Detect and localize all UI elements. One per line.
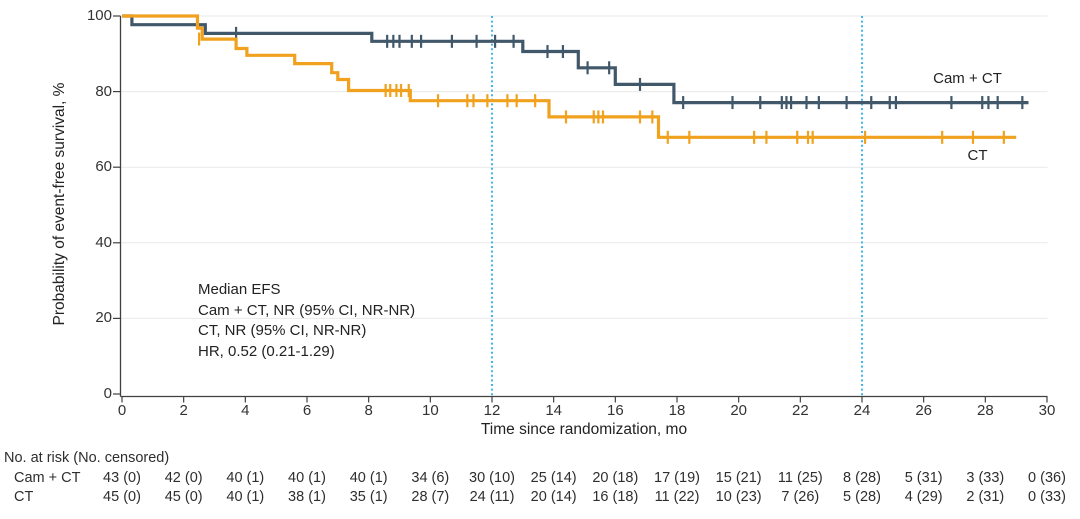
risk-cell: 10 (23) (715, 489, 762, 505)
risk-cell: 8 (28) (843, 470, 881, 486)
x-tick-label: 12 (483, 402, 501, 419)
risk-cell: 4 (29) (904, 489, 943, 505)
y-tick-label: 0 (103, 385, 112, 402)
risk-cell: 5 (31) (904, 470, 943, 486)
km-curve-ct (122, 14, 1017, 139)
risk-cell: 40 (1) (349, 470, 388, 486)
risk-cell: 17 (19) (654, 470, 700, 486)
annotation-line-hr: HR, 0.52 (0.21-1.29) (198, 342, 335, 360)
risk-cell: 28 (7) (411, 489, 450, 505)
risk-cell: 42 (0) (164, 470, 203, 486)
risk-row-label: CT (14, 489, 34, 505)
risk-cell: 30 (10) (469, 470, 515, 486)
risk-cell: 7 (26) (781, 489, 820, 505)
risk-cell: 15 (21) (715, 470, 762, 486)
x-tick-label: 14 (545, 402, 562, 419)
median-efs-annotation: Median EFS Cam + CT, NR (95% CI, NR-NR) … (198, 280, 415, 362)
risk-cell: 20 (18) (592, 470, 639, 486)
series-label-cam-ct: Cam + CT (933, 70, 1002, 87)
x-tick-label: 24 (853, 402, 871, 419)
risk-cell: 40 (1) (226, 470, 265, 486)
x-tick-label: 22 (791, 402, 809, 419)
risk-table-header: No. at risk (No. censored) (4, 450, 170, 466)
x-tick-label: 10 (421, 402, 439, 419)
risk-cell: 43 (0) (103, 470, 141, 486)
risk-cell: 11 (25) (777, 470, 823, 486)
risk-row-cam-ct: Cam + CT 43 (0) 42 (0) 40 (1) 40 (1) 40 (1) 3… (0, 470, 1080, 488)
x-tick-label: 28 (976, 402, 994, 419)
y-axis-label: Probability of event-free survival, % (51, 82, 68, 326)
risk-cell: 24 (11) (469, 489, 515, 505)
risk-cell: 11 (22) (654, 489, 700, 505)
x-tick-label: 18 (668, 402, 686, 419)
annotation-line-cam-ct: Cam + CT, NR (95% CI, NR-NR) (198, 301, 416, 319)
y-tick-label: 100 (86, 7, 112, 24)
risk-cell: 45 (0) (164, 489, 203, 505)
y-tick-label: 20 (95, 309, 112, 327)
risk-cell: 34 (6) (411, 470, 450, 486)
y-tick-label: 40 (95, 233, 112, 251)
x-tick-label: 30 (1038, 402, 1056, 419)
x-tick-label: 16 (606, 402, 624, 419)
risk-cell: 0 (33) (1028, 489, 1066, 505)
y-tick-label: 80 (95, 82, 112, 100)
risk-cell: 35 (1) (349, 489, 388, 505)
series-label-ct: CT (967, 147, 988, 164)
risk-cell: 40 (1) (226, 489, 265, 505)
risk-row-ct: CT 45 (0) 45 (0) 40 (1) 38 (1) 35 (1) 28 (7) 2… (0, 489, 1080, 507)
risk-cell: 20 (14) (530, 489, 577, 505)
risk-cell: 16 (18) (592, 489, 639, 505)
km-curve-cam-ct (122, 14, 1029, 105)
y-tick-label: 60 (95, 158, 112, 176)
risk-cell: 25 (14) (530, 470, 577, 486)
risk-cell: 2 (31) (966, 489, 1005, 505)
x-axis-label: Time since randomization, mo (480, 421, 688, 438)
risk-row-label: Cam + CT (14, 470, 81, 486)
risk-cell: 3 (33) (966, 470, 1005, 486)
risk-cell: 5 (28) (843, 489, 881, 505)
x-tick-label: 4 (241, 402, 250, 419)
annotation-line-ct: CT, NR (95% CI, NR-NR) (198, 322, 367, 339)
x-tick-label: 2 (179, 402, 188, 419)
risk-cell: 40 (1) (288, 470, 326, 486)
risk-cell: 38 (1) (288, 489, 326, 505)
x-tick-label: 6 (302, 402, 312, 419)
x-tick-label: 8 (364, 402, 373, 419)
x-tick-label: 26 (915, 402, 932, 419)
risk-cell: 45 (0) (103, 489, 141, 505)
annotation-line-title: Median EFS (198, 281, 281, 298)
risk-cell: 0 (36) (1028, 470, 1066, 486)
x-tick-label: 20 (730, 402, 747, 419)
x-tick-label: 0 (117, 402, 127, 419)
